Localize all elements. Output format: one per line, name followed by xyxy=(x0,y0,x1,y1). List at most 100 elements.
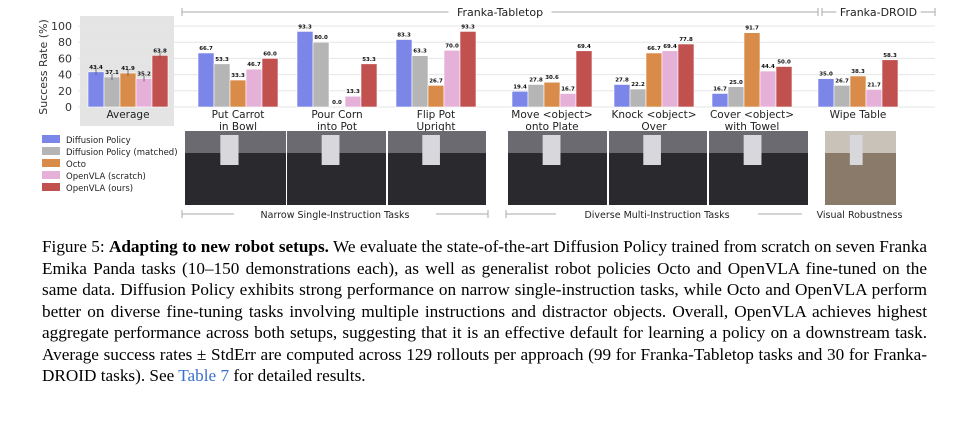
y-tick-label: 60 xyxy=(58,52,72,65)
x-tick-label: Average xyxy=(106,109,149,121)
bar xyxy=(261,58,279,108)
x-tick-label: Wipe Table xyxy=(830,109,887,121)
y-axis-label: Success Rate (%) xyxy=(37,19,50,115)
top-group-label-bg xyxy=(448,5,552,19)
bottom-group-label-bg xyxy=(233,207,437,221)
x-tick-label: Knock <object> xyxy=(611,109,696,121)
legend-label: Diffusion Policy xyxy=(66,136,131,146)
bar xyxy=(443,49,461,108)
bar-value-label: 43.4 xyxy=(89,65,103,71)
bar xyxy=(151,55,169,108)
bar xyxy=(213,63,231,108)
y-tick-label: 40 xyxy=(58,69,72,82)
bar-value-label: 58.3 xyxy=(883,53,897,59)
bar-value-label: 16.7 xyxy=(561,86,575,92)
bar-value-label: 25.0 xyxy=(729,80,743,86)
x-tick-label: Flip Pot xyxy=(417,109,455,121)
bar xyxy=(395,39,413,108)
legend-swatch xyxy=(42,135,60,143)
bar-value-label: 77.8 xyxy=(679,37,693,43)
bar xyxy=(559,93,577,108)
bar xyxy=(613,84,631,108)
bar xyxy=(661,50,679,108)
bar xyxy=(759,70,777,108)
legend-label: OpenVLA (scratch) xyxy=(66,172,146,182)
bar xyxy=(645,52,663,108)
bar xyxy=(775,66,793,108)
bar xyxy=(296,31,314,108)
bar xyxy=(135,78,153,108)
bar xyxy=(119,72,137,108)
figure-caption: Figure 5: Adapting to new robot setups. … xyxy=(42,236,927,387)
bar-value-label: 53.3 xyxy=(215,57,229,63)
caption-body: We evaluate the state-of-the-art Diffusi… xyxy=(42,237,927,385)
bar-value-label: 38.3 xyxy=(851,69,865,75)
top-group-label: Franka-DROID xyxy=(840,6,917,19)
bar xyxy=(817,78,835,108)
bar-value-label: 30.6 xyxy=(545,75,559,81)
bottom-group-label: Visual Robustness xyxy=(817,210,903,221)
x-tick-label: into Pot xyxy=(317,121,357,133)
bar-value-label: 60.0 xyxy=(263,51,277,57)
bar-value-label: 91.7 xyxy=(745,26,759,32)
legend-swatch xyxy=(42,147,60,155)
bar-value-label: 33.3 xyxy=(231,73,245,79)
x-tick-label: Cover <object> xyxy=(710,109,794,121)
bar xyxy=(459,31,477,108)
bar xyxy=(511,90,529,108)
bar-value-label: 63.8 xyxy=(153,48,167,54)
robot-arm-image xyxy=(542,135,561,165)
robot-arm-image xyxy=(743,135,762,165)
bar-value-label: 66.7 xyxy=(647,46,661,52)
top-group-label-bg xyxy=(836,5,921,19)
bar-value-label: 93.3 xyxy=(298,24,312,30)
bar-value-label: 13.3 xyxy=(346,89,360,95)
bar-value-label: 35.0 xyxy=(819,72,833,78)
robot-arm-image xyxy=(422,135,440,165)
bottom-group-label-bg xyxy=(555,207,759,221)
legend-label: Octo xyxy=(66,160,86,170)
bar-value-label: 19.4 xyxy=(513,84,527,90)
bottom-group-label-bg xyxy=(801,207,918,221)
bar xyxy=(245,68,263,108)
bar xyxy=(833,85,851,108)
bar-value-label: 80.0 xyxy=(314,35,328,41)
bar-value-label: 83.3 xyxy=(397,33,411,39)
x-tick-label: Move <object> xyxy=(511,109,592,121)
x-tick-label: in Bowl xyxy=(219,121,257,133)
bar-value-label: 63.3 xyxy=(413,49,427,55)
x-tick-label: onto Plate xyxy=(525,121,578,133)
legend-swatch xyxy=(42,171,60,179)
bar-value-label: 27.8 xyxy=(615,77,629,83)
table-7-link[interactable]: Table 7 xyxy=(178,366,230,385)
bar-value-label: 35.2 xyxy=(137,71,151,77)
legend-label: OpenVLA (ours) xyxy=(66,184,133,194)
bar xyxy=(629,88,647,108)
bottom-group-label: Diverse Multi-Instruction Tasks xyxy=(584,210,729,221)
bar-value-label: 69.4 xyxy=(663,44,677,50)
robot-arm-image xyxy=(220,135,239,165)
legend-label: Diffusion Policy (matched) xyxy=(66,148,178,158)
bar xyxy=(849,75,867,108)
robot-arm-image xyxy=(849,135,863,165)
bar-value-label: 26.7 xyxy=(835,78,849,84)
bar-value-label: 69.4 xyxy=(577,44,591,50)
bar-value-label: 50.0 xyxy=(777,60,791,66)
bar xyxy=(197,52,215,108)
bar-value-label: 66.7 xyxy=(199,46,213,52)
y-tick-label: 80 xyxy=(58,36,72,49)
bar-value-label: 37.1 xyxy=(105,70,119,76)
legend-swatch xyxy=(42,183,60,191)
bar xyxy=(87,71,105,108)
y-tick-label: 100 xyxy=(51,20,72,33)
y-tick-label: 0 xyxy=(65,101,72,114)
bar xyxy=(711,93,729,108)
bar xyxy=(344,95,362,108)
bar-value-label: 70.0 xyxy=(445,43,459,49)
bar-value-label: 16.7 xyxy=(713,86,727,92)
bar-value-label: 22.2 xyxy=(631,82,645,88)
bar-value-label: 41.9 xyxy=(121,66,135,72)
bar xyxy=(743,32,761,108)
bar xyxy=(229,79,247,108)
